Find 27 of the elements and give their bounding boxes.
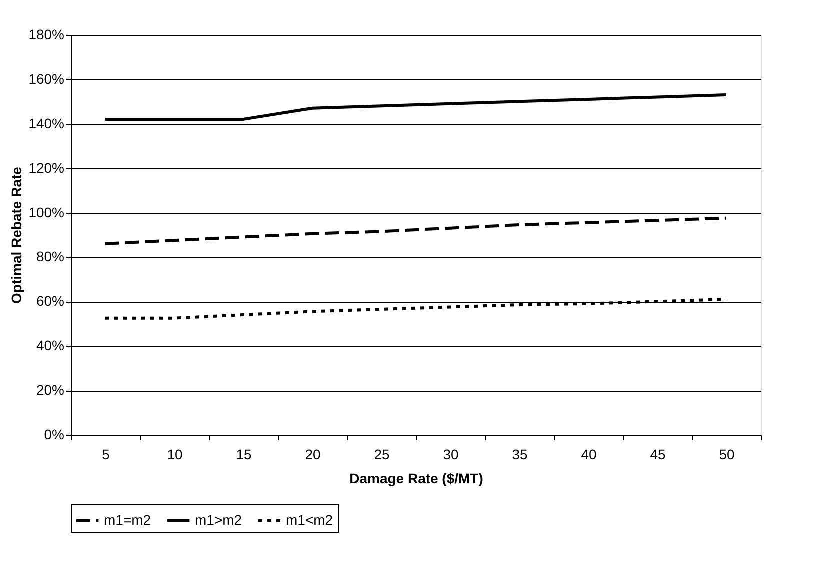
- y-tick-label: 0%: [44, 426, 64, 442]
- x-tick-label: 10: [167, 446, 183, 462]
- y-axis-title: Optimal Rebate Rate: [8, 166, 25, 304]
- x-tick-label: 30: [443, 446, 459, 462]
- y-tick-label: 120%: [28, 160, 64, 176]
- x-axis-title: Damage Rate ($/MT): [350, 470, 484, 486]
- x-tick-label: 25: [374, 446, 390, 462]
- x-tick-label: 20: [305, 446, 321, 462]
- legend-label: m1=m2: [104, 512, 152, 528]
- x-tick-label: 50: [719, 446, 735, 462]
- y-tick-label: 140%: [28, 115, 64, 132]
- legend-label: m1<m2: [286, 512, 334, 528]
- x-tick-label: 35: [512, 446, 528, 462]
- y-tick-label: 20%: [36, 382, 64, 398]
- line-series: [104, 94, 728, 121]
- x-tick-label: 5: [102, 446, 110, 462]
- y-tick-label: 80%: [36, 248, 64, 265]
- y-tick-label: 180%: [28, 26, 64, 42]
- y-tick-label: 60%: [36, 293, 64, 310]
- line-series: [104, 216, 728, 246]
- x-tick-label: 45: [650, 446, 666, 462]
- y-tick-label: 40%: [36, 338, 64, 354]
- x-tick-label: 15: [236, 446, 252, 462]
- y-tick-label: 160%: [28, 70, 64, 87]
- y-tick-label: 100%: [28, 204, 64, 220]
- legend-label: m1>m2: [195, 512, 242, 528]
- x-tick-label: 40: [581, 446, 597, 462]
